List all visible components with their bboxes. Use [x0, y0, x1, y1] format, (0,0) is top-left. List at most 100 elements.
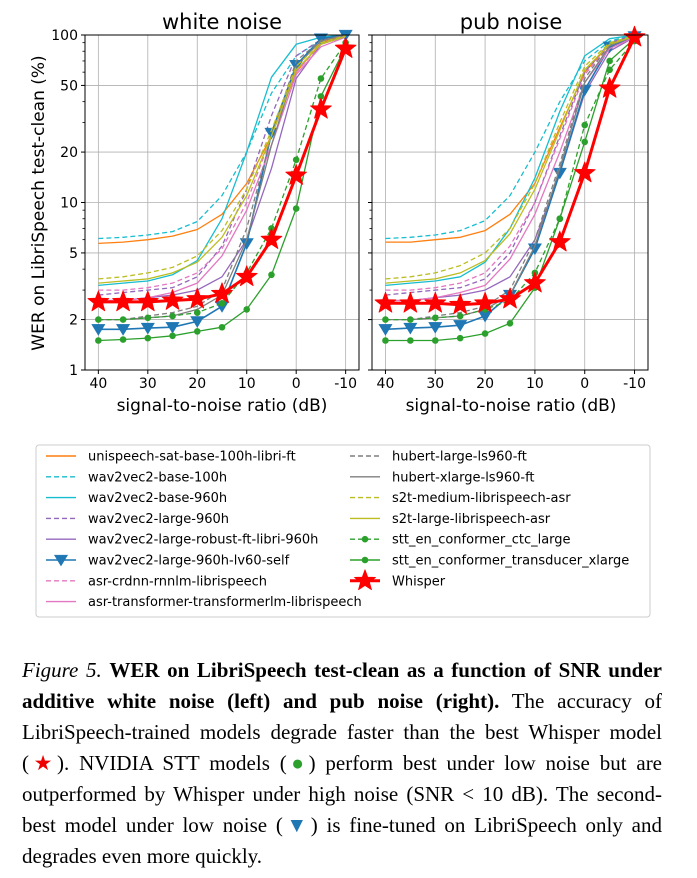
- legend: unispeech-sat-base-100h-libri-ft wav2vec2…: [35, 444, 651, 618]
- left-point-wav2vec2-large-960h-lv60-self-30: [140, 322, 155, 335]
- right-point-stt-en-conformer-transducer-xlarge-5: [556, 215, 564, 223]
- left-point-wav2vec2-large-960h-lv60-self-5: [313, 33, 328, 46]
- right-point-stt-en-conformer-ctc-large-35: [407, 316, 414, 323]
- figure-chart: white noise pub noise WER on LibriSpeech…: [29, 10, 651, 618]
- right-point-whisper-35: [399, 291, 422, 313]
- legend-entry-whisper: Whisper: [350, 569, 446, 591]
- left-ytick-label-5: 5: [69, 246, 78, 262]
- legend-entry-unispeech-sat-base-100h-libri-ft: unispeech-sat-base-100h-libri-ft: [46, 450, 296, 465]
- caption-text-2: ). NVIDIA STT models (: [57, 751, 287, 775]
- left-series-wav2vec2-base-960h: [98, 34, 346, 287]
- left-point-stt-en-conformer-ctc-large-20: [193, 309, 201, 316]
- legend-label-asr-crdnn-rnnlm-librispeech: asr-crdnn-rnnlm-librispeech: [88, 574, 267, 589]
- left-point-stt-en-conformer-ctc-large-5: [317, 75, 325, 82]
- right-point-stt-en-conformer-transducer-xlarge-15: [506, 320, 514, 327]
- right-point-stt-en-conformer-transducer-xlarge-25: [456, 334, 464, 342]
- right-point-stt-en-conformer-transducer-xlarge-20: [481, 330, 489, 337]
- legend-marker-whisper: [354, 569, 376, 591]
- right-point-stt-en-conformer-transducer-xlarge-5: [606, 57, 613, 65]
- figure-caption: Figure 5. WER on LibriSpeech test-clean …: [22, 655, 662, 872]
- legend-label-stt-en-conformer-transducer-xlarge: stt_en_conformer_transducer_xlarge: [392, 554, 629, 569]
- left-xtick-label-10: -10: [334, 376, 357, 392]
- legend-label-wav2vec2-large-960h: wav2vec2-large-960h: [88, 512, 229, 527]
- left-point-stt-en-conformer-transducer-xlarge-5: [268, 271, 275, 279]
- right-point-whisper-10: [524, 271, 546, 293]
- legend-label-hubert-xlarge-ls960-ft: hubert-xlarge-ls960-ft: [392, 470, 535, 485]
- left-point-stt-en-conformer-ctc-large-15: [218, 300, 226, 307]
- legend-entry-s2t-medium-librispeech-asr: s2t-medium-librispeech-asr: [350, 491, 571, 506]
- right-line-wav2vec2-base-100h: [385, 34, 635, 240]
- left-point-stt-en-conformer-transducer-xlarge-10: [243, 306, 251, 313]
- left-point-stt-en-conformer-transducer-xlarge-15: [218, 323, 226, 331]
- right-panel-pub-noise: 40 30 20 10 0 -10: [368, 25, 649, 392]
- left-line-asr-crdnn-rnnlm-librispeech: [98, 35, 346, 291]
- legend-label-s2t-large-librispeech-asr: s2t-large-librispeech-asr: [392, 512, 551, 527]
- caption-figure-number: Figure 5.: [22, 658, 102, 682]
- left-series-s2t-medium-librispeech-asr: [98, 35, 346, 280]
- right-point-stt-en-conformer-transducer-xlarge-0: [581, 138, 589, 146]
- right-point-whisper-15: [499, 287, 521, 309]
- left-xtick-label-0: 0: [292, 376, 301, 392]
- legend-entry-stt-en-conformer-transducer-xlarge: stt_en_conformer_transducer_xlarge: [350, 554, 629, 569]
- right-line-s2t-large-librispeech-asr: [385, 35, 635, 284]
- legend-label-hubert-large-ls960-ft: hubert-large-ls960-ft: [392, 450, 527, 465]
- left-point-stt-en-conformer-transducer-xlarge-20: [193, 328, 201, 335]
- right-point-wav2vec2-large-960h-lv60-self-40: [378, 324, 393, 336]
- left-panel-title: white noise: [162, 10, 282, 34]
- right-point-whisper-0: [573, 161, 596, 183]
- right-point-whisper-30: [424, 291, 447, 313]
- left-point-whisper-30: [137, 290, 159, 312]
- legend-label-wav2vec2-large-robust-ft-libri-960h: wav2vec2-large-robust-ft-libri-960h: [88, 533, 318, 548]
- legend-entry-wav2vec2-base-100h: wav2vec2-base-100h: [46, 470, 227, 485]
- left-point-whisper-15: [211, 282, 233, 304]
- left-xtick-label-20: 20: [188, 376, 206, 392]
- right-point-whisper-10: [623, 25, 646, 47]
- left-point-whisper-0: [285, 164, 307, 185]
- left-line-wav2vec2-large-960h: [98, 34, 346, 296]
- left-point-wav2vec2-large-960h-lv60-self-20: [190, 316, 205, 328]
- left-x-axis-label: signal-to-noise ratio (dB): [117, 396, 328, 416]
- right-point-wav2vec2-large-960h-lv60-self-30: [428, 322, 443, 334]
- right-xtick-label-10: -10: [623, 376, 646, 392]
- caption-text-1: The accuracy of LibriSpeech-trained mode…: [22, 689, 662, 775]
- left-point-wav2vec2-large-960h-lv60-self-40: [91, 324, 106, 336]
- left-line-s2t-medium-librispeech-asr: [98, 35, 346, 280]
- left-series-s2t-large-librispeech-asr: [98, 35, 346, 284]
- legend-entry-s2t-large-librispeech-asr: s2t-large-librispeech-asr: [350, 512, 551, 527]
- right-series-wav2vec2-large-960h: [385, 34, 635, 296]
- caption-text-4: ) is fine-tuned on LibriSpeech only and …: [22, 813, 662, 868]
- left-point-stt-en-conformer-ctc-large-30: [144, 314, 152, 322]
- legend-frame: [35, 444, 651, 618]
- right-point-stt-en-conformer-ctc-large-30: [431, 314, 439, 322]
- right-line-asr-crdnn-rnnlm-librispeech: [385, 35, 635, 291]
- right-point-stt-en-conformer-transducer-xlarge-30: [431, 337, 439, 344]
- left-point-whisper-5: [260, 228, 283, 249]
- y-axis-label: WER on LibriSpeech test-clean (%): [29, 55, 49, 350]
- right-point-stt-en-conformer-ctc-large-40: [382, 316, 389, 323]
- left-ytick-label-10: 10: [60, 196, 78, 212]
- legend-label-wav2vec2-large-960h-lv60-self: wav2vec2-large-960h-lv60-self: [88, 554, 290, 569]
- caption-text-3: ) perform best under low noise but are o…: [22, 751, 663, 837]
- right-point-wav2vec2-large-960h-lv60-self-35: [403, 322, 418, 335]
- right-point-wav2vec2-large-960h-lv60-self-25: [453, 320, 468, 332]
- right-series-s2t-large-librispeech-asr: [385, 35, 635, 284]
- right-point-whisper-25: [449, 293, 471, 315]
- left-point-stt-en-conformer-ctc-large-0: [292, 156, 300, 164]
- left-point-whisper-10: [334, 37, 357, 58]
- right-point-whisper-5: [598, 77, 621, 98]
- legend-label-whisper: Whisper: [392, 574, 446, 589]
- right-line-s2t-medium-librispeech-asr: [385, 35, 635, 280]
- caption-dot-symbol: ●: [286, 751, 309, 775]
- legend-entry-wav2vec2-large-960h: wav2vec2-large-960h: [46, 512, 229, 527]
- legend-label-wav2vec2-base-100h: wav2vec2-base-100h: [88, 470, 227, 485]
- left-point-stt-en-conformer-transducer-xlarge-30: [144, 334, 152, 342]
- right-line-wav2vec2-large-960h: [385, 34, 635, 296]
- right-point-whisper-20: [474, 291, 496, 313]
- right-xtick-label-40: 40: [377, 376, 395, 392]
- left-point-stt-en-conformer-ctc-large-25: [169, 312, 176, 320]
- right-xtick-label-0: 0: [580, 376, 589, 392]
- right-point-whisper-5: [549, 230, 571, 252]
- left-ytick-label-2: 2: [69, 313, 78, 329]
- legend-marker-wav2vec2-large-960h-lv60-self: [53, 554, 69, 567]
- left-point-stt-en-conformer-transducer-xlarge-0: [292, 205, 300, 212]
